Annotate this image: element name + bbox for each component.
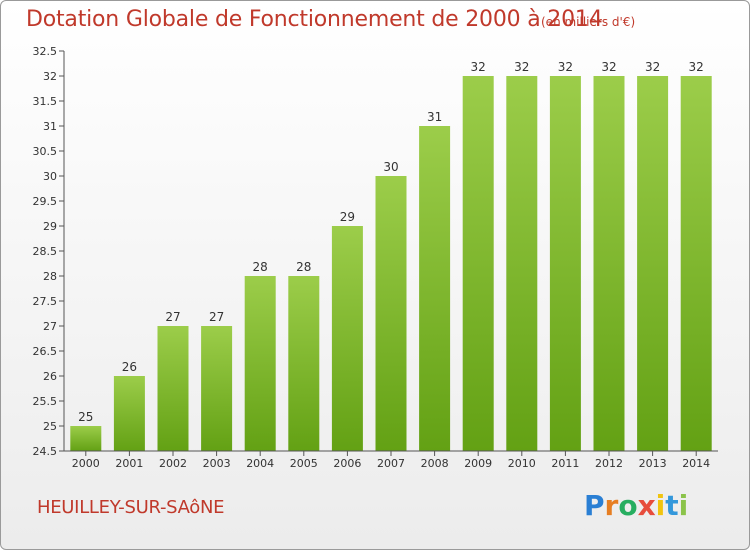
bar-2010[interactable]	[506, 76, 538, 451]
y-tick-label: 27.5	[33, 295, 58, 308]
chart-subtitle: (en milliers d'€)	[541, 15, 636, 29]
x-tick-label: 2009	[464, 457, 492, 470]
logo-letter: t	[665, 489, 679, 522]
x-tick-label: 2014	[682, 457, 710, 470]
y-tick-label: 29	[43, 220, 57, 233]
logo-letter: i	[678, 489, 689, 522]
bar-value-label: 26	[122, 360, 137, 374]
x-axis: 2000 2001 2002 2003 2004 2005 2006 2007 2008 2009…	[64, 450, 718, 470]
y-tick-label: 31.5	[33, 95, 58, 108]
logo-letter: r	[604, 489, 619, 522]
bar-value-label: 31	[427, 110, 442, 124]
bar-2014[interactable]	[680, 76, 712, 451]
y-tick-label: 25.5	[33, 395, 58, 408]
bars: 25 26 27 27 28 28 29 30 31 32 32 32 32 32 32	[70, 60, 712, 451]
bar-value-label: 32	[471, 60, 486, 74]
y-axis: 24.5 25 25.5 26 26.5 27 27.5 28 28.5 29 29.5 30 30.5…	[33, 45, 65, 458]
y-tick-label: 27	[43, 320, 57, 333]
bar-2011[interactable]	[549, 76, 581, 451]
bar-2009[interactable]	[462, 76, 494, 451]
x-tick-label: 2000	[72, 457, 100, 470]
y-tick-label: 24.5	[33, 445, 58, 458]
y-tick-label: 25	[43, 420, 57, 433]
y-tick-label: 32.5	[33, 45, 58, 58]
bar-2002[interactable]	[157, 326, 189, 451]
y-tick-label: 30	[43, 170, 57, 183]
bar-value-label: 27	[209, 310, 224, 324]
place-name: HEUILLEY-SUR-SAôNE	[37, 497, 225, 518]
bar-2012[interactable]	[593, 76, 625, 451]
bar-value-label: 28	[253, 260, 268, 274]
y-tick-label: 29.5	[33, 195, 58, 208]
y-tick-label: 32	[43, 70, 57, 83]
bar-value-label: 32	[601, 60, 616, 74]
y-tick-label: 28	[43, 270, 57, 283]
proxiti-logo[interactable]: Proxiti	[584, 489, 688, 522]
x-tick-label: 2010	[508, 457, 536, 470]
bar-2013[interactable]	[637, 76, 669, 451]
bar-value-label: 32	[645, 60, 660, 74]
x-tick-label: 2007	[377, 457, 405, 470]
logo-letter: o	[618, 489, 638, 522]
bar-value-label: 29	[340, 210, 355, 224]
y-tick-label: 28.5	[33, 245, 58, 258]
logo-letter: x	[637, 489, 656, 522]
x-tick-label: 2011	[551, 457, 579, 470]
x-tick-label: 2001	[115, 457, 143, 470]
x-tick-label: 2012	[595, 457, 623, 470]
x-tick-label: 2004	[246, 457, 274, 470]
x-tick-label: 2003	[203, 457, 231, 470]
bar-value-label: 32	[514, 60, 529, 74]
bar-2005[interactable]	[288, 276, 320, 451]
x-tick-label: 2005	[290, 457, 318, 470]
bar-2001[interactable]	[113, 376, 145, 451]
bar-value-label: 30	[383, 160, 398, 174]
logo-letter: i	[655, 489, 666, 522]
bar-value-label: 25	[78, 410, 93, 424]
chart-title: Dotation Globale de Fonctionnement de 20…	[26, 7, 603, 32]
bar-2000[interactable]	[70, 426, 102, 451]
y-tick-label: 31	[43, 120, 57, 133]
bar-value-label: 32	[689, 60, 704, 74]
bar-2003[interactable]	[201, 326, 233, 451]
bar-2004[interactable]	[244, 276, 276, 451]
x-tick-label: 2002	[159, 457, 187, 470]
bar-2007[interactable]	[375, 176, 407, 451]
logo-letter: P	[584, 489, 605, 522]
bar-value-label: 27	[165, 310, 180, 324]
bar-value-label: 32	[558, 60, 573, 74]
y-tick-label: 26.5	[33, 345, 58, 358]
y-tick-label: 30.5	[33, 145, 58, 158]
bar-2008[interactable]	[419, 126, 451, 451]
x-tick-label: 2006	[333, 457, 361, 470]
bar-value-label: 28	[296, 260, 311, 274]
x-tick-label: 2013	[639, 457, 667, 470]
y-tick-label: 26	[43, 370, 57, 383]
x-tick-label: 2008	[421, 457, 449, 470]
bar-2006[interactable]	[331, 226, 363, 451]
